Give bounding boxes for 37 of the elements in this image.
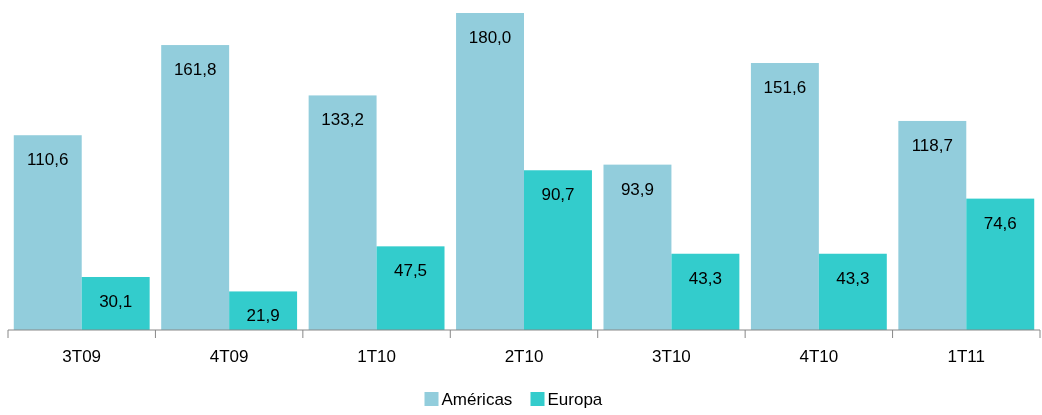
legend-label: Américas <box>441 390 513 409</box>
data-label: 43,3 <box>836 268 870 288</box>
data-label: 118,7 <box>911 135 953 155</box>
data-label: 133,2 <box>321 110 364 130</box>
data-label: 21,9 <box>246 306 280 326</box>
x-tick-label: 4T10 <box>799 347 839 366</box>
data-label: 30,1 <box>99 291 133 311</box>
bar <box>750 63 819 330</box>
data-label: 74,6 <box>983 213 1017 233</box>
bar <box>603 164 672 330</box>
x-tick-label: 2T10 <box>504 347 544 366</box>
x-tick-label: 4T09 <box>209 347 249 366</box>
bar <box>376 246 445 330</box>
data-label: 90,7 <box>541 185 575 205</box>
x-tick-label: 1T11 <box>947 347 986 366</box>
bar <box>524 170 592 330</box>
data-label: 43,3 <box>688 268 722 288</box>
bar <box>13 135 82 330</box>
x-tick-label: 3T10 <box>652 347 691 366</box>
data-label: 47,5 <box>393 261 428 281</box>
x-tick-label: 1T10 <box>357 347 396 366</box>
bar <box>308 95 377 330</box>
bar <box>456 13 524 330</box>
legend-label: Europa <box>547 390 603 409</box>
bar <box>671 253 740 330</box>
data-label: 151,6 <box>763 78 807 98</box>
bar <box>898 120 967 330</box>
bar <box>161 45 230 330</box>
data-label: 180,0 <box>468 28 512 47</box>
data-label: 93,9 <box>620 179 655 199</box>
x-tick-label: 3T09 <box>62 347 102 366</box>
bar <box>966 198 1035 330</box>
data-label: 110,6 <box>27 150 69 170</box>
data-label: 161,8 <box>173 60 217 80</box>
bar <box>81 276 150 330</box>
bar <box>818 253 887 330</box>
bar <box>229 291 298 330</box>
